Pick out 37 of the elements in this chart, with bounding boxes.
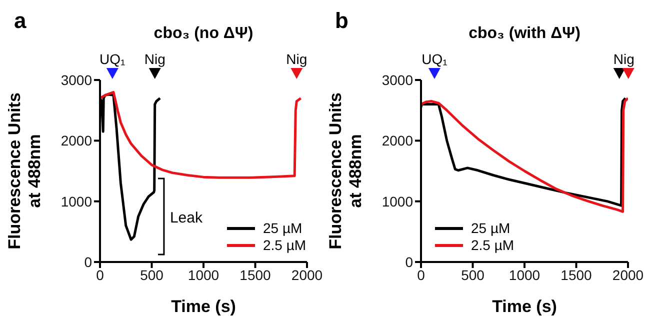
x-axis-title: Time (s) [492, 297, 557, 316]
legend-label: 2.5 µM [471, 237, 514, 254]
text: UQ₁ [100, 51, 126, 67]
x-tick-label: 0 [96, 266, 104, 283]
x-tick-label: 2000 [612, 266, 644, 283]
text: Nig [286, 51, 308, 67]
y-axis-title: Fluorescence Units at 488nm [326, 92, 365, 250]
line-series [100, 90, 302, 179]
legend-label: 25 µM [471, 220, 510, 237]
chart-title: cbo₃ (with ΔΨ) [468, 25, 580, 42]
x-tick-label: 2000 [291, 266, 323, 283]
y-tick-label: 2000 [60, 132, 92, 149]
x-tick-label: 1500 [240, 266, 272, 283]
text: UQ₁ [422, 51, 448, 67]
y-tick-label: 1000 [60, 193, 92, 210]
text: Nig [613, 51, 634, 67]
x-tick-label: 0 [417, 266, 426, 283]
annotation: Leak [170, 210, 203, 226]
text: b [335, 8, 348, 33]
y-tick-label: 1000 [382, 193, 414, 210]
legend-label: 2.5 µM [263, 237, 306, 254]
text: a [14, 8, 27, 33]
x-tick-label: 1000 [508, 266, 540, 283]
x-tick-label: 500 [140, 266, 164, 283]
y-tick-label: 3000 [60, 72, 92, 88]
y-tick-label: 2000 [382, 132, 414, 149]
x-tick-label: 1500 [560, 266, 592, 283]
x-tick-label: 1000 [188, 266, 220, 283]
y-tick-label: 0 [405, 254, 414, 270]
y-axis-title: Fluorescence Units at 488nm [5, 92, 44, 250]
y-tick-label: 3000 [382, 72, 414, 88]
x-axis-title: Time (s) [171, 297, 236, 316]
legend-label: 25 µM [263, 220, 302, 237]
y-tick-label: 0 [84, 254, 92, 270]
text: Nig [144, 51, 166, 67]
x-tick-label: 500 [461, 266, 485, 283]
chart-title: cbo₃ (no ΔΨ) [154, 25, 254, 42]
